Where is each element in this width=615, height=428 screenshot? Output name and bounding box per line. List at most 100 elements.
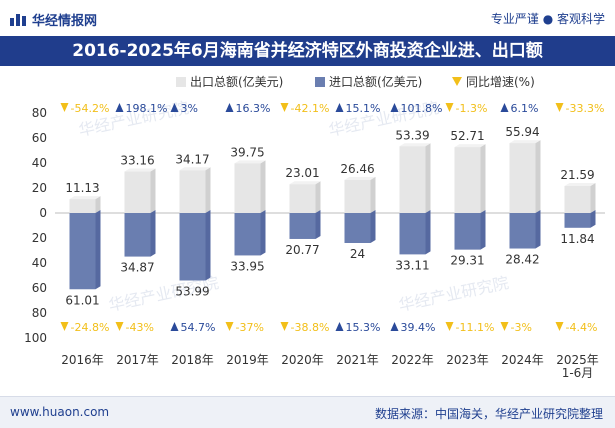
import-growth-down-icon (555, 322, 564, 331)
import-growth-label: -38.8% (291, 321, 330, 334)
export-growth-up-icon (225, 103, 234, 112)
import-bar-side (315, 210, 321, 239)
export-growth-label: 6.1% (511, 102, 539, 115)
export-growth-label: 101.8% (401, 102, 443, 115)
y-tick-label: 20 (32, 181, 47, 195)
import-growth-up-icon (170, 322, 179, 331)
chart-title: 2016-2025年6月海南省并经济特区外商投资企业进、出口额 (72, 41, 543, 61)
export-bar (234, 163, 261, 213)
import-growth-label: 54.7% (181, 321, 216, 334)
import-growth-up-icon (335, 322, 344, 331)
export-bar-top (234, 160, 266, 164)
import-growth-label: 15.3% (346, 321, 381, 334)
x-tick-label: 1-6月 (562, 366, 594, 380)
export-bar-side (205, 167, 211, 213)
watermark-text: 华经产业研究院 (397, 273, 511, 315)
export-bar (399, 146, 426, 213)
logo: 华经情报网 (10, 10, 97, 29)
x-tick-label: 2024年 (501, 353, 544, 367)
import-value-label: 24 (350, 247, 365, 261)
y-tick-label: 0 (39, 206, 47, 220)
y-tick-label: 80 (32, 106, 47, 120)
import-bar-side (260, 210, 266, 256)
footer-source: 数据来源：中国海关，华经产业研究院整理 (374, 407, 603, 421)
import-value-label: 33.95 (230, 259, 264, 273)
import-value-label: 28.42 (505, 253, 539, 267)
import-bar (399, 213, 426, 255)
export-growth-down-icon (445, 103, 454, 112)
import-bar-side (370, 210, 376, 243)
export-growth-label: -33.3% (566, 102, 605, 115)
y-tick-label: 40 (32, 256, 47, 270)
export-value-label: 55.94 (505, 125, 539, 139)
import-growth-down-icon (280, 322, 289, 331)
export-bar (564, 186, 591, 213)
export-value-label: 11.13 (65, 181, 99, 195)
export-bar-top (344, 176, 376, 180)
x-tick-label: 2022年 (391, 353, 434, 367)
export-bar-side (590, 183, 596, 213)
export-bar-side (535, 140, 541, 213)
import-growth-label: -3% (511, 321, 532, 334)
footer: www.huaon.com 数据来源：中国海关，华经产业研究院整理 (0, 396, 615, 428)
export-growth-up-icon (500, 103, 509, 112)
legend-label-1: 出口总额(亿美元) (190, 74, 283, 89)
tagline: 专业严谨 ● 客观科学 (490, 12, 605, 26)
import-bar (179, 213, 206, 281)
export-bar-side (260, 160, 266, 213)
export-value-label: 52.71 (450, 129, 484, 143)
import-bar-side (480, 210, 486, 250)
import-bar (234, 213, 261, 256)
y-tick-label: 40 (32, 156, 47, 170)
export-bar (179, 170, 206, 213)
x-tick-label: 2025年 (556, 353, 599, 367)
export-bar-side (425, 143, 431, 213)
export-bar-side (370, 176, 376, 213)
export-bar-side (480, 144, 486, 213)
export-bar (124, 171, 151, 213)
y-tick-label: 20 (32, 231, 47, 245)
import-growth-label: 39.4% (401, 321, 436, 334)
export-growth-label: -54.2% (71, 102, 110, 115)
export-bar-top (179, 167, 211, 171)
export-value-label: 23.01 (285, 166, 319, 180)
export-bar-side (95, 196, 101, 213)
import-growth-down-icon (115, 322, 124, 331)
export-bar-side (150, 168, 156, 213)
export-value-label: 21.59 (560, 168, 594, 182)
export-bar-top (454, 144, 486, 148)
import-growth-label: -11.1% (456, 321, 495, 334)
import-growth-down-icon (500, 322, 509, 331)
export-bar-side (315, 181, 321, 213)
y-tick-label: 60 (32, 281, 47, 295)
export-bar (69, 199, 96, 213)
import-bar (454, 213, 481, 250)
export-bar-top (124, 168, 156, 172)
export-value-label: 39.75 (230, 145, 264, 159)
x-tick-label: 2020年 (281, 353, 324, 367)
legend-label-3: 同比增速(%) (466, 75, 535, 89)
export-growth-label: -42.1% (291, 102, 330, 115)
import-growth-label: -43% (126, 321, 154, 334)
export-growth-down-icon (280, 103, 289, 112)
legend-swatch-1 (176, 77, 186, 87)
import-bar (344, 213, 371, 243)
export-bar-top (509, 140, 541, 144)
import-bar-side (150, 210, 156, 257)
import-value-label: 34.87 (120, 261, 154, 275)
import-growth-label: -24.8% (71, 321, 110, 334)
import-growth-down-icon (225, 322, 234, 331)
export-growth-up-icon (390, 103, 399, 112)
export-growth-label: 3% (181, 102, 198, 115)
import-bar (564, 213, 591, 228)
import-value-label: 61.01 (65, 293, 99, 307)
import-value-label: 33.11 (395, 258, 429, 272)
footer-url[interactable]: www.huaon.com (10, 405, 110, 419)
export-growth-up-icon (170, 103, 179, 112)
import-growth-up-icon (390, 322, 399, 331)
export-value-label: 34.17 (175, 152, 209, 166)
import-value-label: 29.31 (450, 254, 484, 268)
export-value-label: 26.46 (340, 162, 374, 176)
x-tick-label: 2016年 (61, 353, 104, 367)
